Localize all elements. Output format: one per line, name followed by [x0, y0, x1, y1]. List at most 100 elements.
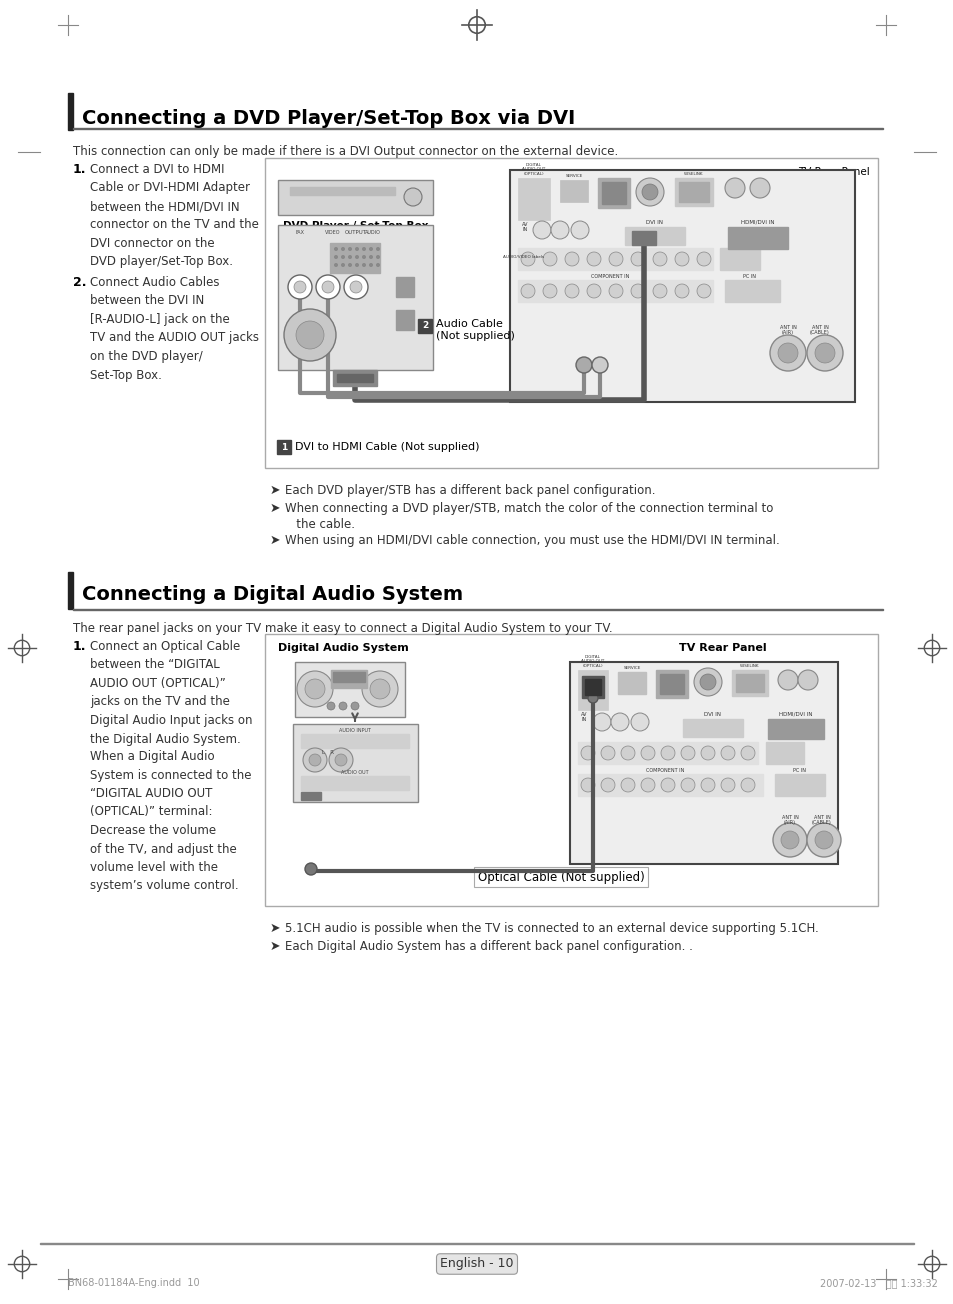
Text: When connecting a DVD player/STB, match the color of the connection terminal to: When connecting a DVD player/STB, match … [285, 502, 773, 515]
Text: ➤: ➤ [270, 535, 280, 546]
Text: 2.: 2. [73, 276, 87, 289]
Bar [276, 439, 291, 454]
Bar [767, 719, 823, 739]
Circle shape [315, 275, 339, 299]
Text: ANT IN
(AIR): ANT IN (AIR) [779, 325, 796, 335]
Bar [395, 276, 414, 297]
Bar [724, 280, 780, 303]
Circle shape [340, 263, 345, 267]
Circle shape [375, 246, 379, 250]
Bar [333, 672, 365, 682]
Text: Connecting a DVD Player/Set-Top Box via DVI: Connecting a DVD Player/Set-Top Box via … [82, 108, 575, 128]
Circle shape [740, 746, 754, 760]
Text: 1.: 1. [73, 163, 87, 176]
Circle shape [600, 746, 615, 760]
Circle shape [295, 321, 324, 349]
Text: L   R: L R [322, 750, 334, 755]
Circle shape [697, 252, 710, 266]
Circle shape [700, 746, 714, 760]
Text: COMPONENT IN: COMPONENT IN [590, 274, 629, 279]
Text: TV Rear Panel: TV Rear Panel [679, 643, 766, 653]
Bar [68, 93, 73, 130]
Circle shape [652, 252, 666, 266]
Text: Each Digital Audio System has a different back panel configuration. .: Each Digital Audio System has a differen… [285, 940, 692, 953]
Bar [656, 670, 687, 698]
Text: AV
IN: AV IN [521, 222, 528, 232]
Circle shape [580, 778, 595, 792]
Circle shape [340, 246, 345, 250]
Circle shape [620, 778, 635, 792]
Bar [569, 662, 837, 865]
Bar [584, 679, 600, 695]
Circle shape [355, 256, 358, 259]
Circle shape [564, 252, 578, 266]
Circle shape [720, 778, 734, 792]
Circle shape [369, 256, 373, 259]
Text: DVI IN: DVI IN [703, 712, 720, 716]
Circle shape [322, 280, 334, 293]
Text: BN68-01184A-Eng.indd  10: BN68-01184A-Eng.indd 10 [68, 1278, 199, 1288]
Circle shape [806, 335, 842, 372]
Circle shape [334, 263, 337, 267]
Circle shape [351, 702, 358, 709]
Bar [265, 158, 877, 468]
Circle shape [520, 284, 535, 299]
Text: AUDIO/VIDEO labels: AUDIO/VIDEO labels [503, 256, 544, 259]
Circle shape [608, 284, 622, 299]
Circle shape [571, 220, 588, 239]
Bar [720, 248, 760, 270]
Circle shape [680, 778, 695, 792]
Circle shape [361, 246, 366, 250]
Bar [510, 170, 854, 402]
Bar [731, 670, 767, 696]
Circle shape [294, 280, 306, 293]
Circle shape [348, 256, 352, 259]
Circle shape [551, 220, 568, 239]
Circle shape [586, 284, 600, 299]
Bar [265, 634, 877, 906]
Text: Connecting a Digital Audio System: Connecting a Digital Audio System [82, 584, 462, 604]
Bar [624, 227, 684, 245]
Circle shape [369, 263, 373, 267]
Bar [301, 776, 409, 790]
Bar [395, 310, 414, 330]
Circle shape [724, 179, 744, 198]
Circle shape [620, 746, 635, 760]
Text: AV
IN: AV IN [580, 712, 587, 722]
Circle shape [781, 831, 799, 849]
Text: ANT IN
(AIR): ANT IN (AIR) [781, 815, 798, 825]
Bar [559, 180, 587, 202]
Circle shape [375, 263, 379, 267]
Circle shape [305, 863, 316, 875]
Bar [517, 280, 712, 303]
Text: ➤: ➤ [270, 502, 280, 515]
Text: This connection can only be made if there is a DVI Output connector on the exter: This connection can only be made if ther… [73, 145, 618, 158]
Circle shape [749, 179, 769, 198]
Circle shape [797, 670, 817, 690]
Bar [277, 180, 433, 215]
Circle shape [600, 778, 615, 792]
Bar [336, 374, 373, 382]
Circle shape [576, 357, 592, 373]
Text: AUDIO: AUDIO [365, 231, 380, 236]
Circle shape [630, 713, 648, 732]
Circle shape [652, 284, 666, 299]
Circle shape [288, 275, 312, 299]
Circle shape [778, 670, 797, 690]
Circle shape [720, 746, 734, 760]
Circle shape [369, 246, 373, 250]
Bar [675, 179, 712, 206]
Text: SERVICE: SERVICE [565, 173, 582, 179]
Text: Connect an Optical Cable
between the “DIGITAL
AUDIO OUT (OPTICAL)”
jacks on the : Connect an Optical Cable between the “DI… [90, 640, 253, 746]
Circle shape [305, 679, 325, 699]
Bar [277, 226, 433, 370]
Circle shape [564, 284, 578, 299]
Bar [517, 248, 712, 270]
Text: The rear panel jacks on your TV make it easy to connect a Digital Audio System t: The rear panel jacks on your TV make it … [73, 622, 612, 635]
Bar [578, 670, 607, 709]
Bar [682, 719, 742, 737]
Bar [517, 179, 550, 220]
Text: AUDIO INPUT: AUDIO INPUT [338, 728, 371, 733]
Bar [301, 734, 409, 748]
Bar [774, 775, 824, 795]
